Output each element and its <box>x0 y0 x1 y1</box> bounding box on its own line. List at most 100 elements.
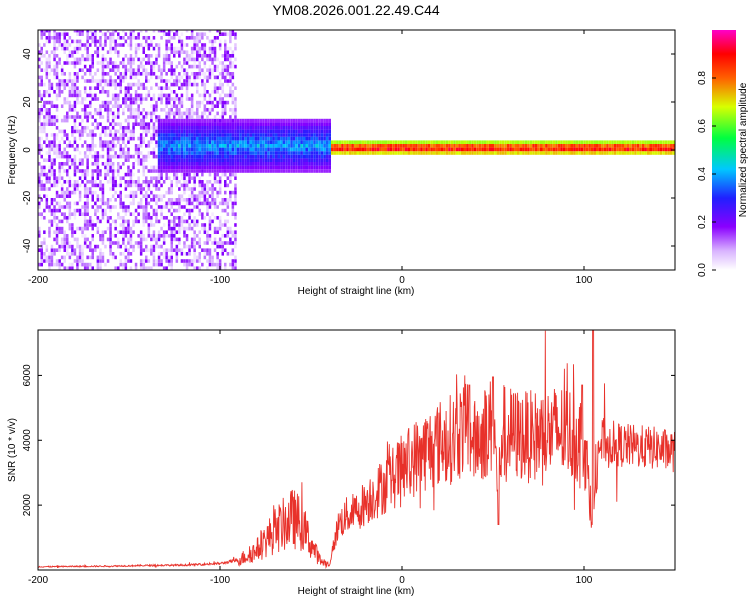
spectrogram-cell <box>73 122 77 126</box>
spectrogram-cell <box>218 118 222 123</box>
spectrogram-cell <box>183 136 186 141</box>
spectrogram-cell <box>145 126 148 130</box>
spectrogram-cell <box>303 154 306 159</box>
spectrogram-cell <box>185 75 189 80</box>
spectrogram-cell <box>280 144 283 148</box>
spectrogram-cell <box>203 230 207 234</box>
spectrogram-cell <box>229 252 232 256</box>
spectrogram-cell <box>491 151 494 155</box>
spectrogram-cell <box>119 136 122 141</box>
spectrogram-cell <box>399 144 403 148</box>
spectrogram-cell <box>53 133 56 137</box>
spectrogram-cell <box>540 144 543 148</box>
spectrogram-cell <box>165 165 168 170</box>
spectrogram-cell <box>201 133 204 137</box>
spectrogram-cell <box>43 129 46 134</box>
spectrogram-cell <box>224 32 227 36</box>
spectrogram-cell <box>580 144 584 148</box>
spectrogram-cell <box>359 151 362 155</box>
spectrogram-cell <box>262 158 265 162</box>
spectrogram-cell <box>38 43 41 47</box>
spectrogram-cell <box>193 118 196 123</box>
spectrogram-cell <box>167 165 171 170</box>
spectrogram-cell <box>155 126 158 130</box>
spectrogram-cell <box>313 147 316 152</box>
spectrogram-cell <box>234 136 237 141</box>
spectrogram-cell <box>152 93 156 98</box>
spectrogram-cell <box>578 147 581 152</box>
spectrogram-cell <box>165 234 168 238</box>
spectrogram-cell <box>252 158 255 162</box>
spectrogram-cell <box>234 154 237 159</box>
spectrogram-cell <box>132 136 135 141</box>
spectrogram-cell <box>308 158 311 162</box>
spectrogram-cell <box>58 32 61 36</box>
spectrogram-cell <box>145 158 148 162</box>
spectrogram-cell <box>259 122 263 126</box>
spectrogram-cell <box>218 262 222 267</box>
spectrogram-cell <box>178 248 181 252</box>
spectrogram-cell <box>137 187 140 191</box>
spectrogram-cell <box>463 140 466 144</box>
spectrogram-cell <box>295 147 298 152</box>
spectrogram-cell <box>170 237 173 242</box>
spectrogram-cell <box>224 136 227 141</box>
spectrogram-cell <box>246 126 250 130</box>
spectrogram-cell <box>73 93 77 98</box>
spectrogram-cell <box>275 126 278 130</box>
spectrogram-cell <box>53 169 56 173</box>
spectrogram-cell <box>83 169 87 173</box>
spectrogram-cell <box>137 234 140 238</box>
spectrogram-cell <box>300 133 303 137</box>
spectrogram-cell <box>254 162 258 166</box>
spectrogram-cell <box>94 248 97 252</box>
spectrogram-cell <box>180 226 184 231</box>
spectrogram-cell <box>280 126 283 130</box>
spectrogram-cell <box>448 151 451 155</box>
spectrogram-cell <box>216 151 219 155</box>
spectrogram-cell <box>132 230 135 234</box>
spectrogram-cell <box>60 46 64 51</box>
spectrogram-cell <box>285 129 288 134</box>
spectrogram-cell <box>234 64 237 69</box>
spectrogram-cell <box>40 136 43 141</box>
figure-title: YM08.2026.001.22.49.C44 <box>272 2 440 18</box>
spectrogram-cell <box>275 122 278 126</box>
spectrogram-cell <box>127 252 130 256</box>
spectrogram-cell <box>269 144 273 148</box>
spectrogram-cell <box>234 241 237 245</box>
spectrogram-cell <box>315 144 319 148</box>
spectrogram-cell <box>585 147 589 152</box>
spectrogram-cell <box>81 205 84 209</box>
spectrogram-cell <box>73 100 77 105</box>
spectrogram-cell <box>328 129 331 134</box>
spectrogram-cell <box>122 262 125 267</box>
spectrogram-cell <box>313 129 316 134</box>
spectrogram-cell <box>73 259 77 263</box>
spectrogram-cell <box>170 169 173 173</box>
spectrogram-cell <box>491 147 494 152</box>
spectrogram-cell <box>40 187 43 191</box>
spectrogram-cell <box>323 140 326 144</box>
spectrogram-cell <box>76 61 79 65</box>
spectrogram-cell <box>211 100 214 105</box>
spectrogram-cell <box>45 57 49 62</box>
spectrogram-cell <box>104 172 107 177</box>
spectrogram-cell <box>96 176 100 180</box>
spectrogram-cell <box>198 144 201 148</box>
spectrogram-cell <box>180 205 184 209</box>
spectrogram-cell <box>198 93 201 98</box>
spectrogram-cell <box>481 151 484 155</box>
spectrogram-cell <box>122 162 125 166</box>
spectrogram-cell <box>410 140 413 144</box>
spectrogram-cell <box>641 140 645 144</box>
spectrogram-cell <box>550 144 553 148</box>
spectrogram-cell <box>96 162 100 166</box>
spectrogram-cell <box>167 129 171 134</box>
spectrogram-cell <box>285 122 288 126</box>
spectrogram-cell <box>134 72 138 76</box>
spectrogram-cell <box>55 39 59 44</box>
spectrogram-cell <box>185 133 189 137</box>
